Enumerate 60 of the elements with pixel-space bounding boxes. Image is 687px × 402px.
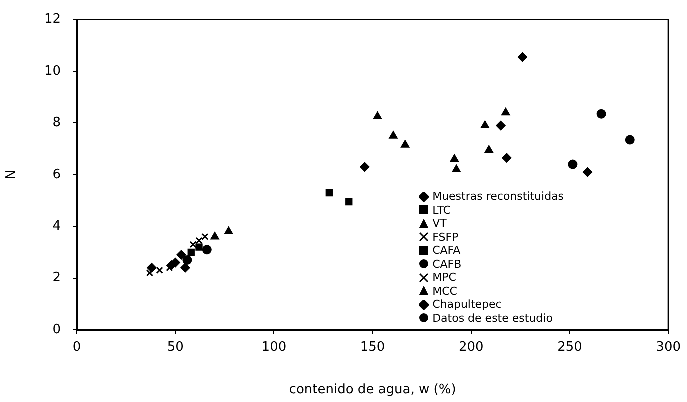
x-tick-label: 150 [360,340,386,356]
y-tick-label: 2 [52,270,61,286]
point [326,189,333,197]
point [196,244,203,251]
point [389,131,398,139]
y-axis-title: N [4,170,20,180]
legend-label: MCC [432,284,458,298]
legend-label: LTC [432,204,451,217]
point [202,233,209,241]
legend-label: VT [432,217,447,230]
point [182,255,192,265]
legend-label: FSFP [432,230,459,244]
point [480,121,490,129]
point [147,263,157,273]
point [196,237,203,244]
point [502,108,510,116]
point [596,109,606,119]
x-axis-title: contenido de agua, w (%) [289,382,456,398]
legend-label: MPC [432,271,456,284]
point [582,168,592,178]
point [202,245,212,255]
point [502,153,512,163]
y-tick-label: 6 [52,167,61,182]
point [496,121,506,131]
x-tick-label: 200 [458,340,484,356]
point [146,270,154,277]
point [374,112,382,120]
legend-label: Datos de este estudio [432,312,553,325]
point [156,266,164,274]
point [188,248,195,256]
x-tick-label: 300 [656,340,682,356]
x-tick-label: 0 [72,340,82,356]
point [625,135,635,145]
y-tick-label: 0 [52,322,61,338]
point [180,263,190,273]
point [224,227,234,235]
point [450,154,459,162]
legend-label: Chapultepec [432,298,502,312]
point [484,146,494,154]
point [170,258,180,268]
point [166,264,174,272]
y-tick-label: 8 [52,116,61,131]
point [360,162,370,172]
point [176,250,186,260]
x-tick-label: 100 [262,340,287,356]
x-tick-label: 50 [167,340,184,356]
legend-label: CAFB [432,258,462,271]
y-tick-label: 10 [44,64,61,79]
legend-label: CAFA [432,244,461,258]
point [518,52,528,62]
point [346,198,353,206]
point [452,164,461,172]
point [210,232,220,240]
point [568,160,578,170]
point [401,140,410,148]
y-tick-label: 4 [52,218,61,234]
y-tick-label: 12 [44,12,61,28]
x-tick-label: 250 [558,340,582,356]
point [190,241,197,248]
legend-label: Muestras reconstituidas [432,190,564,204]
